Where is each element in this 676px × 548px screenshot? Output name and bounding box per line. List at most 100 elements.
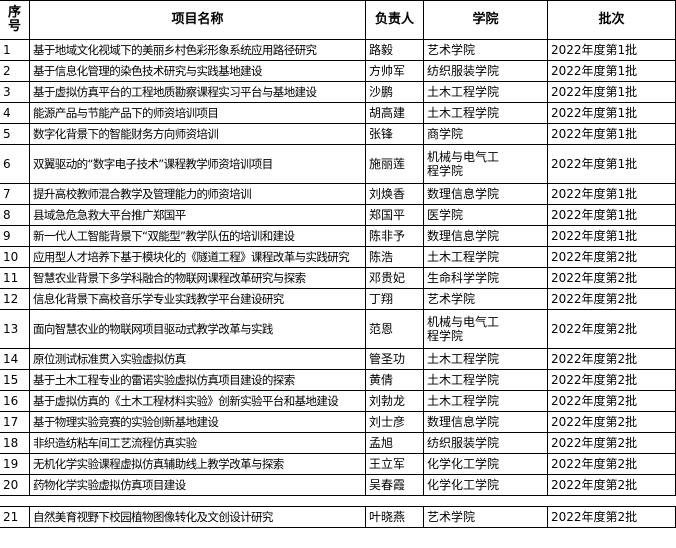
college: 纺织服装学院 <box>423 60 548 82</box>
leader: 王立军 <box>365 453 424 475</box>
college: 土木工程学院 <box>423 246 548 268</box>
project-name: 信息化背景下高校音乐学专业实践教学平台建设研究 <box>29 288 366 310</box>
project-name: 药物化学实验虚拟仿真项目建设 <box>29 474 366 496</box>
college-text: 土木工程学院 <box>427 394 500 408</box>
table-row: 7 提升高校教师混合教学及管理能力的师资培训 刘焕香 数理信息学院 2022年度第1批 <box>0 183 676 205</box>
leader: 胡高建 <box>365 102 424 124</box>
college: 机械与电气工程学院 <box>423 309 548 349</box>
leader: 刘士彦 <box>365 411 424 433</box>
college: 土木工程学院 <box>423 81 548 103</box>
leader: 方帅军 <box>365 60 424 82</box>
college: 土木工程学院 <box>423 348 548 370</box>
batch: 2022年度第1批 <box>547 81 676 103</box>
row-number: 13 <box>0 309 30 349</box>
leader: 刘勃龙 <box>365 390 424 412</box>
college: 化学化工学院 <box>423 474 548 496</box>
college-text: 数理信息学院 <box>427 415 500 429</box>
table-row: 14 原位测试标准贯入实验虚拟仿真 管圣功 土木工程学院 2022年度第2批 <box>0 348 676 370</box>
college-text: 医学院 <box>427 208 464 222</box>
table-row: 4 能源产品与节能产品下的师资培训项目 胡高建 土木工程学院 2022年度第1批 <box>0 102 676 124</box>
college-text: 数理信息学院 <box>427 229 500 243</box>
row-number: 2 <box>0 60 30 82</box>
batch: 2022年度第1批 <box>547 102 676 124</box>
row-number: 18 <box>0 432 30 454</box>
college: 机械与电气工程学院 <box>423 144 548 184</box>
project-name: 自然美育视野下校园植物图像转化及文创设计研究 <box>29 506 366 528</box>
header-cell: 批次 <box>547 0 676 40</box>
college-text: 商学院 <box>427 127 464 141</box>
row-number: 11 <box>0 267 30 289</box>
leader: 陈非予 <box>365 225 424 247</box>
table-row: 20 药物化学实验虚拟仿真项目建设 吴春霞 化学化工学院 2022年度第2批 <box>0 474 676 496</box>
leader: 刘焕香 <box>365 183 424 205</box>
college-text: 数理信息学院 <box>427 187 500 201</box>
batch: 2022年度第1批 <box>547 204 676 226</box>
row-number: 12 <box>0 288 30 310</box>
batch: 2022年度第1批 <box>547 144 676 184</box>
batch: 2022年度第2批 <box>547 288 676 310</box>
row-number: 16 <box>0 390 30 412</box>
college: 土木工程学院 <box>423 102 548 124</box>
batch: 2022年度第1批 <box>547 39 676 61</box>
leader: 丁翔 <box>365 288 424 310</box>
college: 数理信息学院 <box>423 225 548 247</box>
leader: 沙鹏 <box>365 81 424 103</box>
project-name: 应用型人才培养下基于模块化的《隧道工程》课程改革与实践研究 <box>29 246 366 268</box>
batch: 2022年度第2批 <box>547 348 676 370</box>
leader: 施丽莲 <box>365 144 424 184</box>
batch: 2022年度第2批 <box>547 411 676 433</box>
project-name: 智慧农业背景下多学科融合的物联网课程改革研究与探索 <box>29 267 366 289</box>
table-row: 16 基于虚拟仿真的《土木工程材料实验》创新实验平台和基地建设 刘勃龙 土木工程学院 2… <box>0 390 676 412</box>
leader: 范恩 <box>365 309 424 349</box>
batch: 2022年度第1批 <box>547 123 676 145</box>
row-number: 3 <box>0 81 30 103</box>
college-text: 土木工程学院 <box>427 352 500 366</box>
batch: 2022年度第2批 <box>547 506 676 528</box>
college: 纺织服装学院 <box>423 432 548 454</box>
project-name: 提升高校教师混合教学及管理能力的师资培训 <box>29 183 366 205</box>
project-name: 基于虚拟仿真的《土木工程材料实验》创新实验平台和基地建设 <box>29 390 366 412</box>
college: 医学院 <box>423 204 548 226</box>
project-name: 无机化学实验课程虚拟仿真辅助线上教学改革与探索 <box>29 453 366 475</box>
project-name: 基于虚拟仿真平台的工程地质勘察课程实习平台与基地建设 <box>29 81 366 103</box>
table-row: 3 基于虚拟仿真平台的工程地质勘察课程实习平台与基地建设 沙鹏 土木工程学院 2022年… <box>0 81 676 103</box>
row-number: 10 <box>0 246 30 268</box>
leader: 邓贵妃 <box>365 267 424 289</box>
table-row: 5 数字化背景下的智能财务方向师资培训 张锋 商学院 2022年度第1批 <box>0 123 676 145</box>
project-name: 能源产品与节能产品下的师资培训项目 <box>29 102 366 124</box>
college: 艺术学院 <box>423 288 548 310</box>
college-text: 艺术学院 <box>427 43 476 57</box>
batch: 2022年度第2批 <box>547 267 676 289</box>
batch: 2022年度第1批 <box>547 183 676 205</box>
table-row: 6 双翼驱动的“数字电子技术”课程教学师资培训项目 施丽莲 机械与电气工程学院 2022… <box>0 144 676 184</box>
table-row: 13 面向智慧农业的物联网项目驱动式教学改革与实践 范恩 机械与电气工程学院 2022年… <box>0 309 676 349</box>
row-number: 1 <box>0 39 30 61</box>
college: 土木工程学院 <box>423 390 548 412</box>
table-row: 11 智慧农业背景下多学科融合的物联网课程改革研究与探索 邓贵妃 生命科学学院 2022… <box>0 267 676 289</box>
leader: 路毅 <box>365 39 424 61</box>
project-name: 数字化背景下的智能财务方向师资培训 <box>29 123 366 145</box>
row-number: 8 <box>0 204 30 226</box>
college-text: 纺织服装学院 <box>427 64 500 78</box>
batch: 2022年度第2批 <box>547 390 676 412</box>
header-row: 序号 项目名称 负责人 学院 批次 <box>0 0 676 40</box>
college-text: 土木工程学院 <box>427 250 500 264</box>
leader: 郑国平 <box>365 204 424 226</box>
header-cell: 序号 <box>0 0 30 40</box>
table-row: 21 自然美育视野下校园植物图像转化及文创设计研究 叶晓燕 艺术学院 2022年度第2批 <box>0 506 676 528</box>
college-text: 艺术学院 <box>427 510 476 524</box>
row-number: 17 <box>0 411 30 433</box>
college: 艺术学院 <box>423 506 548 528</box>
row-number: 15 <box>0 369 30 391</box>
college: 商学院 <box>423 123 548 145</box>
college-text: 土木工程学院 <box>427 106 500 120</box>
table-row: 1 基于地域文化视域下的美丽乡村色彩形象系统应用路径研究 路毅 艺术学院 2022年度第… <box>0 39 676 61</box>
project-name: 新一代人工智能背景下“双能型”教学队伍的培训和建设 <box>29 225 366 247</box>
college: 化学化工学院 <box>423 453 548 475</box>
table-row: 19 无机化学实验课程虚拟仿真辅助线上教学改革与探索 王立军 化学化工学院 2022年度… <box>0 453 676 475</box>
college: 生命科学学院 <box>423 267 548 289</box>
batch: 2022年度第2批 <box>547 432 676 454</box>
project-table: 序号 项目名称 负责人 学院 批次 1 基于地域文化视域下的美丽乡村色彩形象系统应用路径研… <box>0 0 676 496</box>
leader: 吴春霞 <box>365 474 424 496</box>
